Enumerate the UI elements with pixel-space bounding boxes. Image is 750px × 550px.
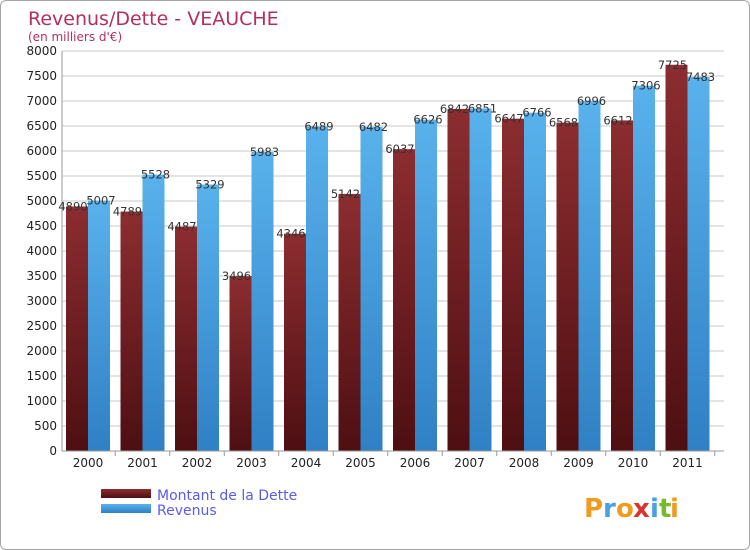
bar-revenue-value-label: 6766 (522, 106, 551, 120)
y-tick-label: 1000 (26, 394, 57, 408)
chart-title: Revenus/Dette - VEAUCHE (28, 8, 279, 30)
x-tick-label: 2003 (236, 456, 267, 470)
y-tick-label: 500 (34, 419, 57, 433)
y-tick-label: 7000 (26, 94, 57, 108)
y-tick-label: 8000 (26, 44, 57, 58)
y-tick-label: 5000 (26, 194, 57, 208)
y-axis-ticks: 0 500 1000 1500 2000 2500 3000 3500 4000 4500 5000… (26, 44, 57, 458)
logo-letter: P (584, 494, 603, 524)
y-tick-label: 2000 (26, 344, 57, 358)
bar-revenue-2009 (578, 101, 601, 451)
bar-debt-2000 (66, 206, 88, 451)
x-tick-label: 2008 (509, 456, 540, 470)
bar-debt-value-label: 3496 (222, 269, 251, 283)
y-tick-label: 4000 (26, 244, 57, 258)
bar-debt-2001 (120, 211, 143, 451)
bar-debt-value-label: 6842 (440, 102, 469, 116)
y-tick-label: 4500 (26, 219, 57, 233)
logo-letter: i (650, 494, 659, 524)
bar-debt-value-label: 7725 (658, 58, 687, 72)
bar-debt-value-label: 4487 (167, 220, 196, 234)
bar-revenue-2000 (88, 200, 110, 451)
logo-letter: r (603, 494, 616, 524)
bar-revenue-2005 (360, 126, 383, 452)
bar-revenue-value-label: 5983 (250, 145, 279, 159)
legend-label-debt: Montant de la Dette (157, 488, 297, 504)
bar-debt-2006 (393, 149, 415, 451)
x-tick-label: 2007 (454, 456, 485, 470)
bar-revenue-2008 (524, 112, 546, 451)
logo-letter: t (659, 494, 671, 524)
y-tick-label: 3000 (26, 294, 57, 308)
bar-revenue-2001 (142, 174, 165, 451)
bar-debt-2007 (447, 108, 470, 452)
y-tick-label: 7500 (26, 69, 57, 83)
bar-revenue-2006 (415, 119, 437, 451)
legend-label-revenue: Revenus (157, 503, 217, 519)
y-tick-label: 6000 (26, 144, 57, 158)
x-tick-label: 2001 (127, 456, 158, 470)
y-tick-label: 0 (49, 444, 57, 458)
logo-letter: i (670, 494, 679, 524)
y-tick-label: 3500 (26, 269, 57, 283)
x-tick-label: 2011 (672, 456, 703, 470)
x-tick-label: 2009 (563, 456, 594, 470)
bar-debt-value-label: 5142 (331, 187, 360, 201)
bar-debt-2011 (665, 64, 688, 451)
legend-swatch-revenue (101, 504, 151, 513)
x-tick-label: 2006 (400, 456, 431, 470)
bar-debt-value-label: 4890 (58, 200, 87, 214)
bar-revenue-value-label: 6626 (413, 113, 442, 127)
x-tick-label: 2002 (182, 456, 213, 470)
y-tick-label: 2500 (26, 319, 57, 333)
bar-revenue-value-label: 5329 (195, 178, 224, 192)
bar-revenue-value-label: 6851 (468, 101, 497, 115)
x-tick-label: 2010 (618, 456, 649, 470)
bar-revenue-2002 (197, 184, 219, 452)
bar-revenue-value-label: 6489 (304, 120, 333, 134)
bar-debt-value-label: 6037 (385, 142, 414, 156)
bar-revenue-2010 (633, 85, 655, 451)
logo-letter: x (633, 494, 650, 524)
y-tick-label: 5500 (26, 169, 57, 183)
bar-revenue-value-label: 5528 (141, 168, 170, 182)
bar-debt-value-label: 6647 (494, 112, 523, 126)
bar-debt-2008 (502, 118, 524, 452)
bar-revenue-value-label: 6996 (577, 94, 606, 108)
bars (66, 64, 710, 452)
bar-debt-2002 (175, 226, 197, 451)
x-tick-label: 2000 (73, 456, 104, 470)
bar-revenue-2011 (687, 76, 710, 451)
bar-revenue-2003 (251, 151, 274, 451)
bar-revenue-value-label: 5007 (86, 194, 115, 208)
bar-debt-value-label: 4346 (276, 227, 305, 241)
bar-debt-2003 (229, 276, 252, 451)
bar-revenue-value-label: 7306 (631, 79, 660, 93)
x-tick-label: 2005 (345, 456, 376, 470)
y-tick-label: 6500 (26, 119, 57, 133)
x-axis: 2000 2001 2002 2003 2004 2005 2006 2007 2008 2009… (62, 450, 724, 470)
legend: Montant de la Dette Revenus (101, 488, 297, 519)
bar-debt-value-label: 6612 (603, 113, 632, 127)
bar-revenue-2007 (469, 108, 492, 451)
chart-subtitle: (en milliers d'€) (28, 30, 122, 44)
bar-revenue-2004 (306, 126, 328, 452)
bar-revenue-value-label: 7483 (686, 70, 715, 84)
logo-letter: o (616, 494, 634, 524)
bar-revenue-value-label: 6482 (359, 120, 388, 134)
bar-debt-value-label: 6568 (549, 116, 578, 130)
y-tick-label: 1500 (26, 369, 57, 383)
bar-debt-2010 (611, 120, 633, 452)
bar-debt-2009 (556, 122, 579, 451)
x-tick-label: 2004 (291, 456, 322, 470)
bar-debt-2004 (284, 233, 306, 451)
bar-debt-value-label: 4789 (113, 205, 142, 219)
legend-swatch-debt (101, 489, 151, 498)
bar-debt-2005 (338, 193, 361, 451)
